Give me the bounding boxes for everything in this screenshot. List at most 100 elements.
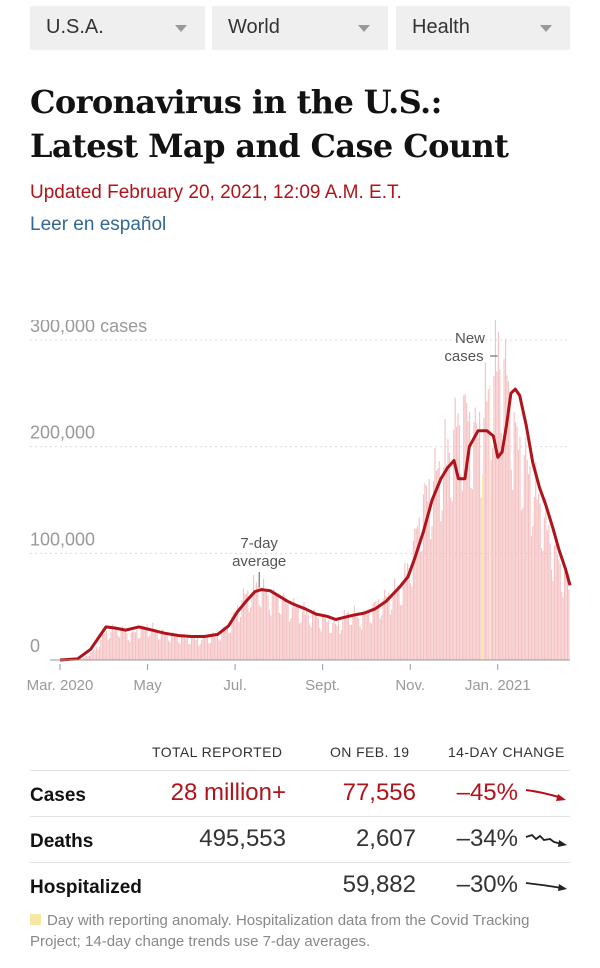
daily-case-bar — [397, 585, 399, 660]
daily-case-bar — [541, 548, 543, 660]
daily-case-bar — [389, 614, 391, 660]
cases-total: 28 million+ — [170, 779, 286, 806]
daily-case-bar — [474, 407, 476, 660]
daily-case-bar — [546, 530, 548, 660]
country-dropdown[interactable]: U.S.A. — [30, 6, 205, 50]
daily-case-bar — [448, 452, 450, 660]
daily-case-bar — [529, 466, 531, 660]
page-title-line-2: Latest Map and Case Count — [30, 127, 509, 165]
chevron-down-icon — [175, 25, 187, 32]
row-label: Hospitalized — [30, 877, 142, 898]
cases-change: –45% — [456, 779, 518, 806]
deaths-total: 495,553 — [199, 825, 286, 852]
daily-case-bar — [107, 639, 109, 660]
daily-case-bar — [545, 498, 547, 660]
chevron-down-icon — [540, 25, 552, 32]
daily-case-bar — [325, 618, 327, 660]
daily-case-bar — [206, 637, 209, 660]
trend-wavy-black-icon — [525, 833, 567, 847]
daily-case-bar — [273, 589, 275, 660]
daily-case-bar — [260, 607, 262, 660]
daily-case-bar — [293, 598, 295, 660]
daily-case-bar — [395, 592, 397, 660]
daily-case-bar — [250, 607, 252, 660]
health-dropdown-label: Health — [412, 16, 470, 38]
daily-case-bar — [369, 622, 371, 660]
daily-case-bar — [435, 470, 437, 660]
daily-case-bar — [88, 655, 90, 660]
daily-case-bar — [270, 615, 272, 660]
daily-case-bar — [314, 615, 317, 660]
daily-case-bar — [283, 593, 285, 660]
daily-case-bar — [381, 615, 383, 660]
daily-case-bar — [168, 640, 170, 660]
spanish-version-link[interactable]: Leer en español — [30, 214, 167, 235]
daily-case-bar — [408, 568, 410, 660]
daily-case-bar — [116, 629, 118, 660]
daily-case-bar — [212, 632, 214, 660]
daily-case-bar — [208, 643, 210, 660]
daily-case-bar — [85, 655, 88, 660]
daily-case-bar — [506, 375, 508, 660]
daily-case-bar — [346, 612, 348, 660]
daily-case-bar — [313, 609, 315, 660]
daily-case-bar — [417, 526, 419, 660]
daily-case-bar — [422, 494, 425, 660]
daily-case-bar — [231, 616, 233, 660]
daily-case-bar — [234, 610, 236, 660]
daily-case-bar — [97, 649, 99, 660]
daily-case-bar — [359, 626, 361, 660]
daily-case-bar — [371, 623, 373, 660]
daily-case-bar — [235, 613, 237, 660]
daily-case-bar — [254, 590, 256, 660]
header-14-day-change: 14-DAY CHANGE — [448, 744, 565, 760]
daily-case-bar — [565, 573, 567, 660]
daily-case-bar — [113, 631, 115, 660]
daily-case-bar — [497, 332, 499, 660]
daily-case-bar — [98, 646, 101, 660]
daily-case-bar — [492, 448, 494, 660]
daily-case-bar — [451, 501, 453, 660]
daily-case-bar — [263, 578, 265, 660]
x-tick-label: Mar. 2020 — [27, 677, 94, 694]
health-dropdown[interactable]: Health — [396, 6, 570, 50]
daily-case-bar — [402, 580, 404, 660]
world-dropdown[interactable]: World — [212, 6, 388, 50]
daily-case-bar — [553, 545, 556, 660]
daily-case-bar — [296, 607, 298, 660]
daily-case-bar — [232, 612, 234, 660]
daily-case-bar — [241, 600, 243, 660]
daily-case-bar — [211, 636, 213, 660]
daily-case-bar — [274, 591, 276, 660]
daily-case-bar — [327, 620, 329, 660]
daily-case-bar — [281, 595, 283, 660]
daily-case-bar — [258, 605, 260, 660]
daily-case-bar — [209, 643, 211, 660]
daily-case-bar — [221, 629, 223, 660]
daily-case-bar — [494, 320, 497, 660]
daily-case-bar — [477, 437, 479, 660]
daily-case-bar — [548, 524, 550, 660]
daily-case-bar — [385, 595, 387, 660]
daily-case-bar — [111, 624, 113, 660]
daily-case-bar — [245, 593, 247, 660]
daily-case-bar — [336, 625, 338, 660]
world-dropdown-label: World — [228, 16, 280, 38]
daily-case-bar — [218, 639, 220, 660]
y-tick-label: 300,000 cases — [30, 320, 147, 336]
daily-case-bar — [411, 586, 413, 660]
daily-case-bar — [96, 646, 98, 660]
daily-case-bar — [248, 612, 250, 660]
daily-case-bar — [91, 651, 93, 660]
y-tick-label: 0 — [30, 636, 40, 656]
daily-case-bar — [509, 399, 511, 660]
daily-case-bar — [352, 613, 354, 660]
daily-case-bar — [499, 369, 501, 660]
cases-on-day: 77,556 — [342, 779, 416, 806]
daily-case-bar — [87, 656, 89, 660]
daily-case-bar — [486, 401, 488, 660]
daily-case-bar — [140, 628, 142, 660]
daily-case-bar — [456, 426, 458, 660]
daily-case-bar — [303, 602, 305, 660]
daily-case-bar — [412, 540, 414, 660]
